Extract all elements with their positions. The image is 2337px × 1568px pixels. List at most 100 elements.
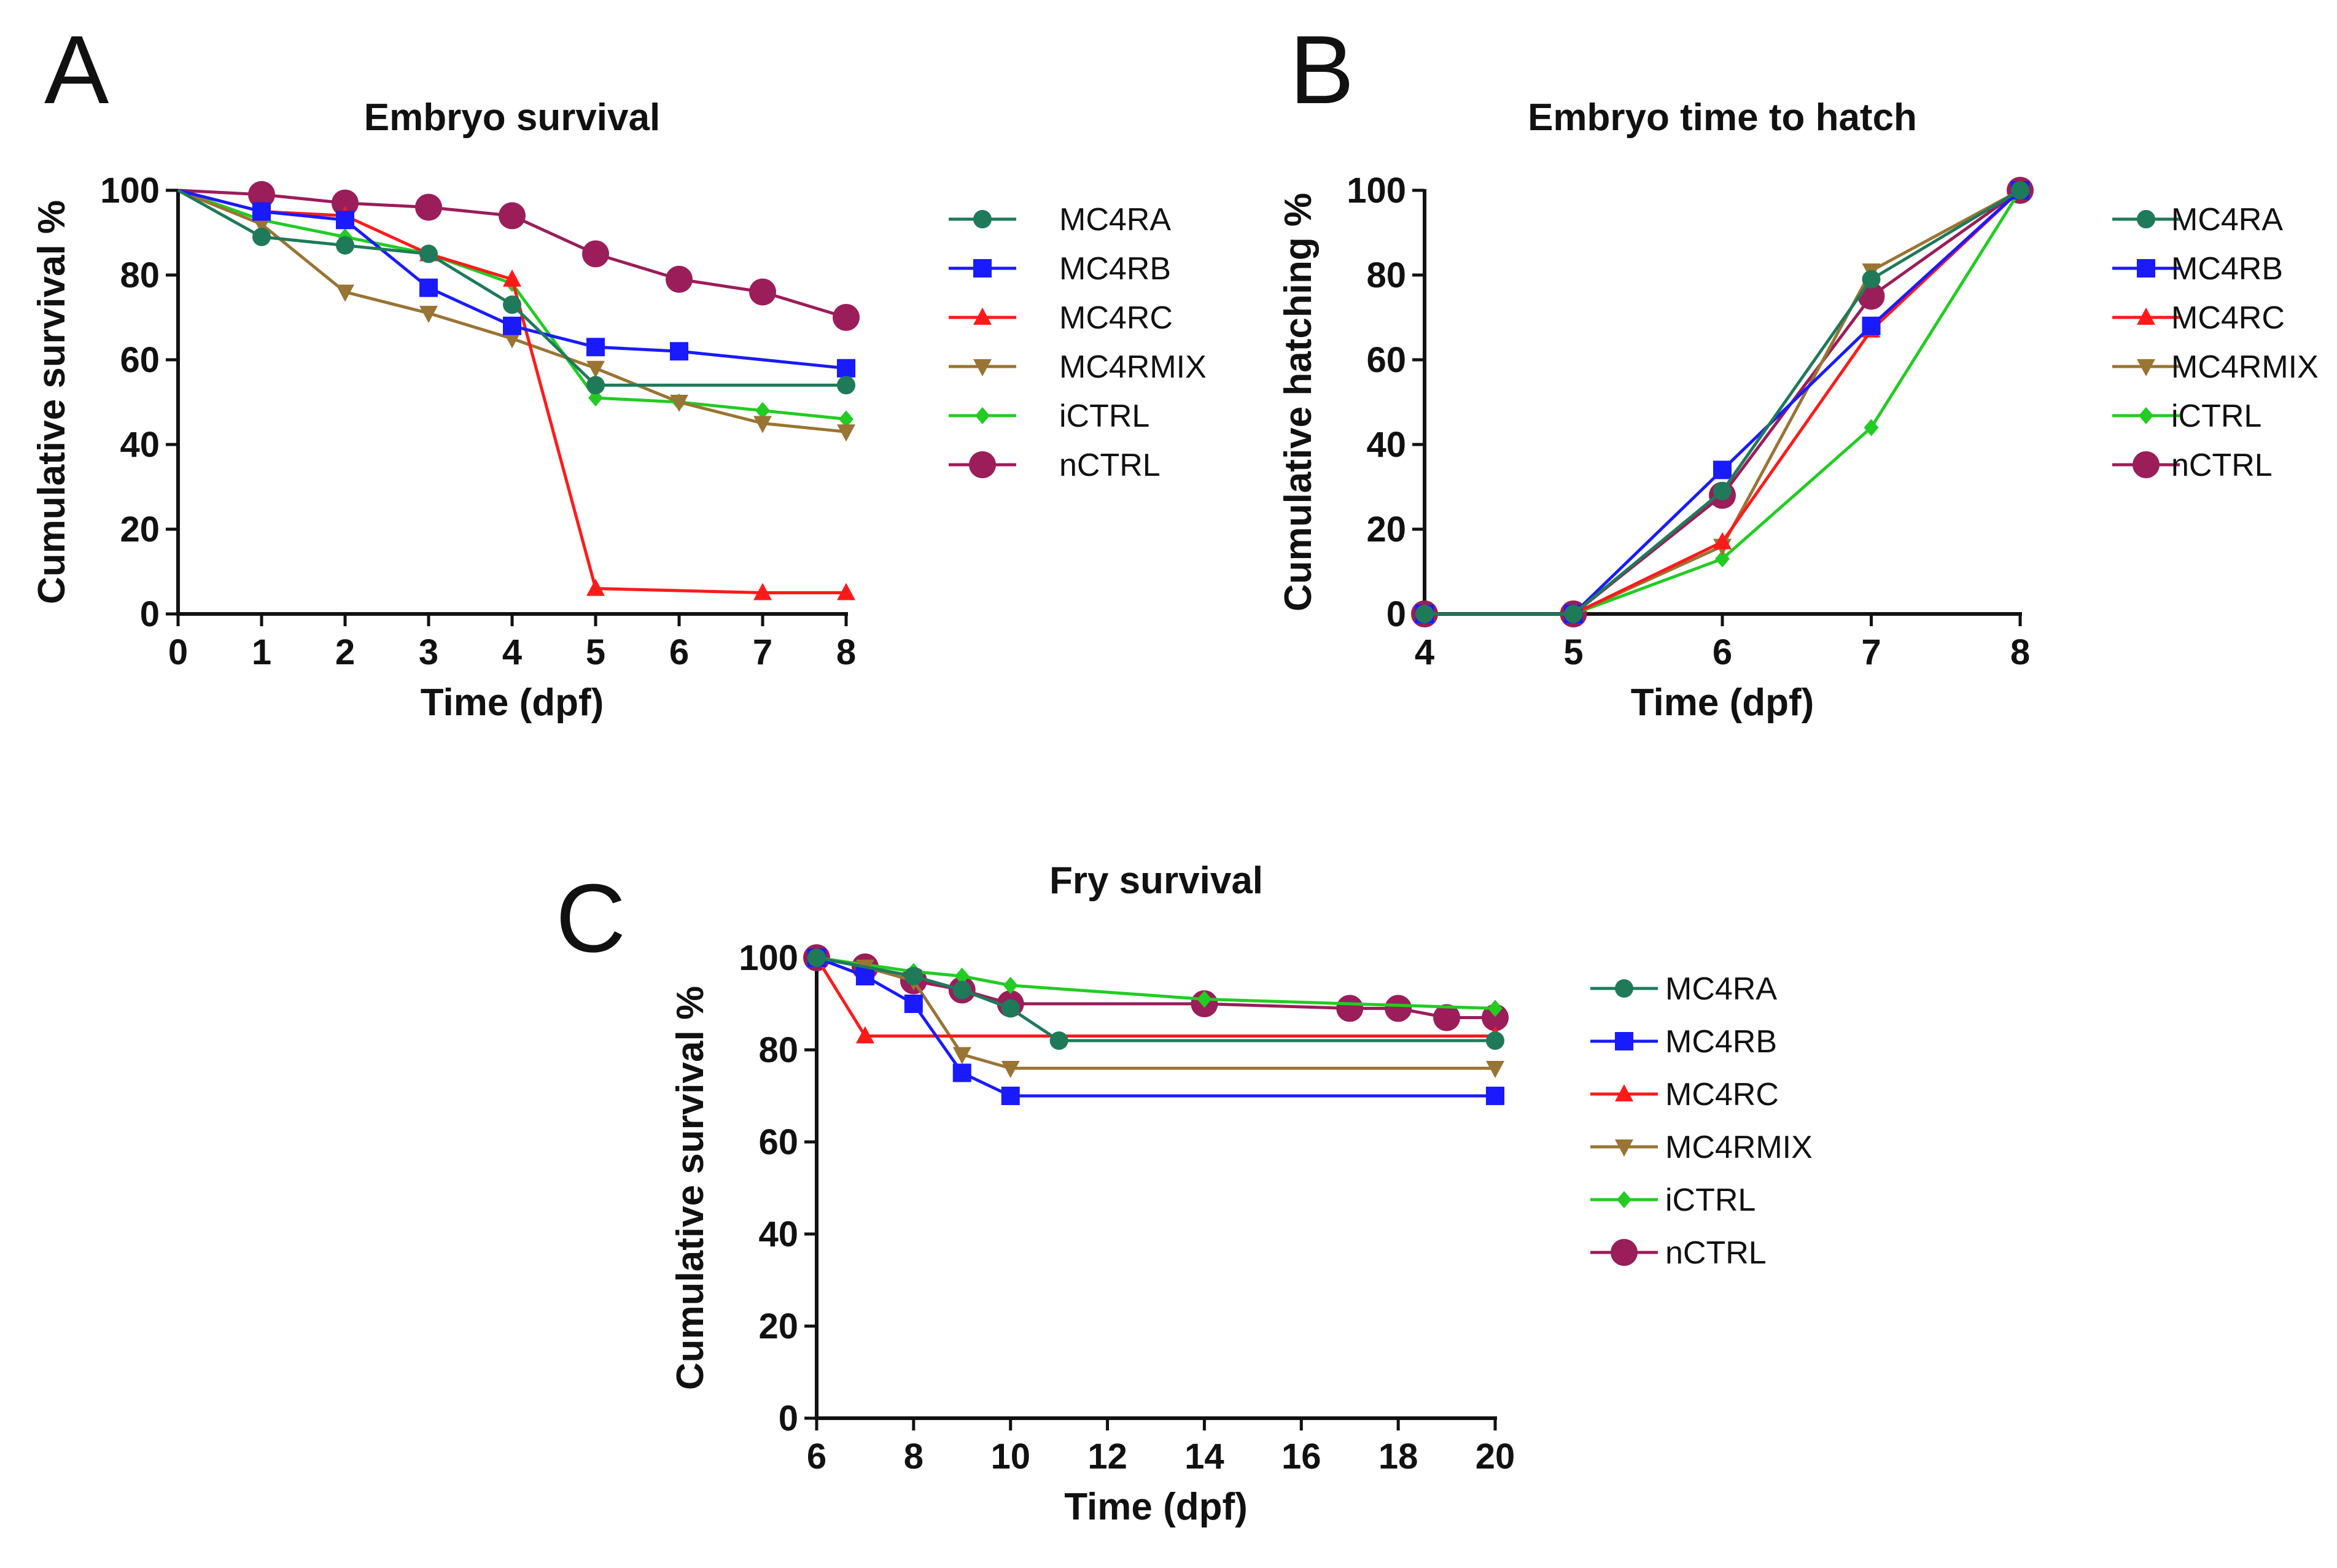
data-point <box>503 316 521 335</box>
legend-item-nctrl: nCTRL <box>1590 1235 1767 1271</box>
chart-title: Embryo time to hatch <box>1528 96 1917 139</box>
x-tick-label: 4 <box>1415 632 1434 672</box>
legend: MC4RA MC4RB MC4RC MC4RMIX iCTRL nCTRL <box>949 202 1207 483</box>
data-point <box>1713 532 1732 549</box>
y-tick-label: 40 <box>1366 425 1406 465</box>
y-tick-label: 100 <box>100 171 160 211</box>
x-tick-label: 7 <box>1861 632 1881 672</box>
data-point <box>586 578 605 596</box>
y-tick-label: 80 <box>1366 255 1406 295</box>
x-tick-label: 0 <box>168 632 188 672</box>
x-tick-label: 14 <box>1184 1437 1224 1477</box>
data-point <box>1713 460 1732 479</box>
data-point <box>1862 316 1881 335</box>
y-tick-label: 20 <box>120 510 160 549</box>
legend-label: MC4RB <box>1059 251 1171 287</box>
legend-marker <box>975 407 990 424</box>
y-axis-label: Cumulative survival % <box>669 986 712 1390</box>
series-line <box>816 956 1496 1010</box>
legend-label: MC4RB <box>2171 251 2283 287</box>
series-nctrl <box>803 944 1509 1031</box>
legend-marker <box>2137 359 2155 376</box>
data-point <box>837 359 855 378</box>
series-mc4ra <box>807 949 1504 1050</box>
panel-letter: A <box>44 16 109 124</box>
data-point <box>1415 605 1434 623</box>
series-line <box>177 188 846 594</box>
legend-label: nCTRL <box>1665 1235 1767 1271</box>
y-tick-label: 40 <box>120 425 160 465</box>
legend-item-mc4rc: MC4RC <box>949 300 1173 336</box>
legend-item-mc4rmix: MC4RMIX <box>2112 349 2319 385</box>
legend-marker <box>973 210 992 228</box>
chart-panel-c: C Fry survival 0 20 40 60 80 100 6 8 10 12 14 16 18 20 T… <box>556 860 1813 1528</box>
data-point <box>837 583 855 600</box>
data-point <box>336 284 354 302</box>
data-point <box>1715 550 1730 568</box>
legend-label: MC4RA <box>1059 202 1171 238</box>
data-point <box>1001 1087 1020 1105</box>
series-ictrl <box>1417 182 2028 623</box>
data-point <box>419 278 438 297</box>
data-point <box>586 338 605 357</box>
legend-item-mc4rb: MC4RB <box>2112 251 2283 287</box>
legend-item-mc4rc: MC4RC <box>1590 1077 1779 1112</box>
data-point <box>1197 990 1212 1008</box>
legend-item-mc4rc: MC4RC <box>2112 300 2285 336</box>
x-tick-label: 16 <box>1281 1437 1321 1477</box>
legend-label: nCTRL <box>1059 448 1161 483</box>
data-point <box>839 410 854 428</box>
data-point <box>833 304 860 331</box>
data-point <box>670 342 688 361</box>
x-tick-label: 8 <box>904 1437 924 1477</box>
data-point <box>1488 999 1503 1017</box>
legend-label: MC4RA <box>2171 202 2283 238</box>
legend-marker <box>2137 210 2155 228</box>
data-point <box>837 376 855 395</box>
x-tick-label: 5 <box>1563 632 1583 672</box>
data-point <box>855 1026 874 1044</box>
data-point <box>807 949 826 967</box>
data-point <box>1564 605 1583 623</box>
y-tick-label: 0 <box>779 1399 798 1438</box>
x-tick-label: 18 <box>1378 1437 1418 1477</box>
data-point <box>2011 181 2029 200</box>
data-point <box>666 265 693 293</box>
legend: MC4RA MC4RB MC4RC MC4RMIX iCTRL nCTRL <box>1590 971 1813 1271</box>
legend-item-mc4rmix: MC4RMIX <box>1590 1130 1813 1165</box>
data-point <box>753 416 772 433</box>
legend-marker <box>973 308 992 325</box>
legend-marker <box>1615 1084 1633 1101</box>
data-point <box>1486 1061 1504 1078</box>
y-axis-label: Cumulative survival % <box>31 200 73 604</box>
y-tick-label: 100 <box>1347 171 1406 211</box>
legend-item-nctrl: nCTRL <box>949 448 1161 483</box>
legend-item-ictrl: iCTRL <box>2112 398 2261 434</box>
data-point <box>855 967 874 985</box>
legend-marker <box>973 259 992 278</box>
data-point <box>1862 270 1881 289</box>
legend: MC4RA MC4RB MC4RC MC4RMIX iCTRL nCTRL <box>2112 202 2319 483</box>
series-mc4ra <box>177 188 855 395</box>
legend-marker <box>1617 1191 1631 1208</box>
series-line <box>177 188 847 370</box>
data-point <box>336 236 354 255</box>
legend-marker <box>2137 259 2155 278</box>
data-point <box>954 968 970 985</box>
data-point <box>252 227 271 246</box>
data-point <box>755 402 770 419</box>
data-point <box>1486 1031 1504 1050</box>
data-point <box>753 583 772 600</box>
y-axis-label: Cumulative hatching % <box>1277 193 1320 611</box>
legend-marker <box>1615 1139 1633 1157</box>
series-line <box>816 956 1495 1042</box>
data-point <box>1001 1061 1020 1078</box>
legend-marker <box>2139 407 2153 424</box>
chart-panel-b: B Embryo time to hatch 0 20 40 60 80 100 4 5 6 7 8 Ti… <box>1277 16 2319 724</box>
legend-label: iCTRL <box>1665 1182 1756 1218</box>
legend-item-mc4ra: MC4RA <box>949 202 1171 238</box>
series-nctrl <box>177 180 860 331</box>
series-mc4ra <box>1415 181 2029 623</box>
data-point <box>1713 481 1732 500</box>
x-axis-label: Time (dpf) <box>1631 681 1814 724</box>
